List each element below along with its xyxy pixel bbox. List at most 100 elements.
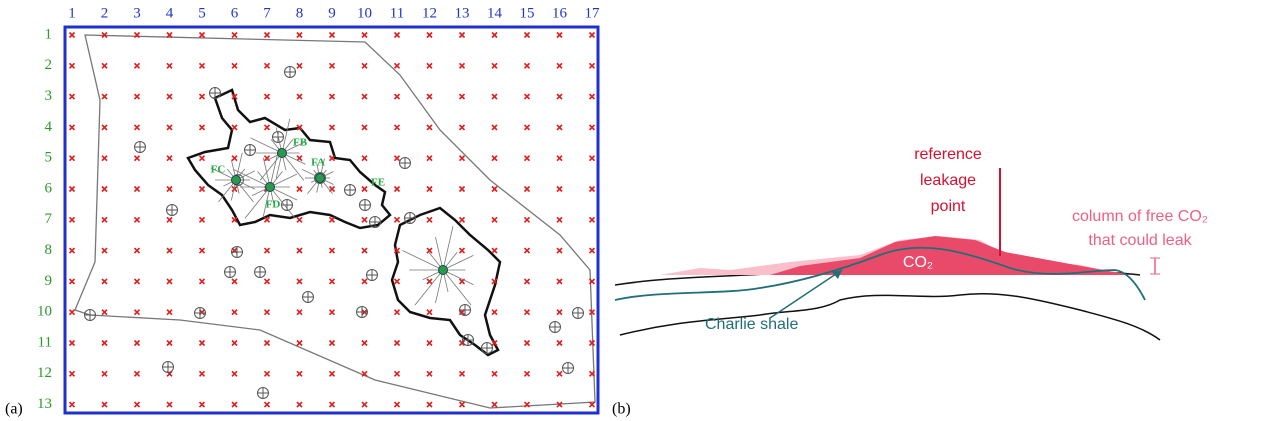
grid-node xyxy=(135,63,140,68)
grid-node xyxy=(395,341,400,346)
grid-node xyxy=(265,94,270,99)
grid-node xyxy=(265,402,270,407)
grid-node xyxy=(590,402,595,407)
well-cross xyxy=(245,145,255,155)
grid-node xyxy=(525,341,530,346)
grid-node xyxy=(167,341,172,346)
grid-node xyxy=(590,187,595,192)
grid-node xyxy=(70,371,75,376)
grid-node xyxy=(297,310,302,315)
grid-node xyxy=(460,371,465,376)
grid-node xyxy=(265,217,270,222)
grid-node xyxy=(427,156,432,161)
grid-node xyxy=(297,33,302,38)
row-number: 9 xyxy=(45,273,53,289)
grid-node xyxy=(492,125,497,130)
grid-node xyxy=(427,94,432,99)
grid-node xyxy=(460,217,465,222)
grid-node xyxy=(167,125,172,130)
shale-label: Charlie shale xyxy=(705,316,798,333)
grid-node xyxy=(492,310,497,315)
well-cross xyxy=(367,270,377,280)
trajectory xyxy=(402,250,443,270)
grid-node xyxy=(362,187,367,192)
grid-node xyxy=(395,94,400,99)
column-number: 13 xyxy=(455,5,470,21)
grid-node xyxy=(70,217,75,222)
row-number: 10 xyxy=(37,304,52,320)
column-number: 8 xyxy=(296,5,304,21)
grid-node xyxy=(200,94,205,99)
grid-node xyxy=(395,187,400,192)
grid-node xyxy=(395,310,400,315)
grid-node xyxy=(232,63,237,68)
grid-node xyxy=(460,402,465,407)
reference-label: reference xyxy=(914,146,982,163)
grid-node xyxy=(362,402,367,407)
grid-node xyxy=(232,402,237,407)
grid-node xyxy=(395,156,400,161)
grid-node xyxy=(427,310,432,315)
row-number: 7 xyxy=(45,211,53,227)
grid-node xyxy=(167,94,172,99)
grid-node xyxy=(557,248,562,253)
grid-node xyxy=(70,402,75,407)
column-label: column of free CO₂ xyxy=(1072,208,1208,225)
grid-node xyxy=(395,217,400,222)
grid-node xyxy=(200,63,205,68)
grid-node xyxy=(557,371,562,376)
grid-node xyxy=(102,341,107,346)
grid-node xyxy=(102,310,107,315)
grid-node xyxy=(427,279,432,284)
grid-node xyxy=(265,125,270,130)
grid-node xyxy=(525,279,530,284)
grid-node xyxy=(590,125,595,130)
field-label: FC xyxy=(211,164,226,176)
column-number: 15 xyxy=(520,5,535,21)
mound-label: CO₂ xyxy=(903,254,933,271)
grid-node xyxy=(557,187,562,192)
well-cross xyxy=(163,362,173,372)
column-number: 16 xyxy=(552,5,568,21)
pointer xyxy=(770,270,842,318)
grid-node xyxy=(362,125,367,130)
grid-node xyxy=(70,125,75,130)
grid-node xyxy=(102,94,107,99)
well-cross xyxy=(258,388,268,398)
column-number: 11 xyxy=(390,5,404,21)
grid-node xyxy=(427,402,432,407)
grid-node xyxy=(265,279,270,284)
grid-node xyxy=(135,341,140,346)
grid-node xyxy=(297,371,302,376)
grid-node xyxy=(362,33,367,38)
field-label: FB xyxy=(293,137,308,149)
grid-node xyxy=(492,63,497,68)
grid-node xyxy=(200,187,205,192)
grid-node xyxy=(557,33,562,38)
grid-node xyxy=(362,279,367,284)
column-number: 3 xyxy=(133,5,141,21)
grid-node xyxy=(135,187,140,192)
grid-node xyxy=(330,125,335,130)
grid-node xyxy=(330,371,335,376)
row-number: 11 xyxy=(38,334,52,350)
column-number: 6 xyxy=(231,5,239,21)
well-cross xyxy=(563,363,573,373)
column-number: 14 xyxy=(487,5,503,21)
grid-node xyxy=(492,371,497,376)
grid-node xyxy=(232,156,237,161)
column-label: that could leak xyxy=(1088,232,1192,249)
grid-node xyxy=(362,248,367,253)
grid-node xyxy=(525,371,530,376)
grid-node xyxy=(265,310,270,315)
grid-node xyxy=(525,217,530,222)
grid-node xyxy=(525,94,530,99)
column-number: 4 xyxy=(166,5,174,21)
grid-node xyxy=(427,63,432,68)
grid-node xyxy=(427,248,432,253)
grid-node xyxy=(135,310,140,315)
grid-node xyxy=(460,94,465,99)
grid-node xyxy=(395,402,400,407)
grid-node xyxy=(232,279,237,284)
grid-node xyxy=(557,341,562,346)
